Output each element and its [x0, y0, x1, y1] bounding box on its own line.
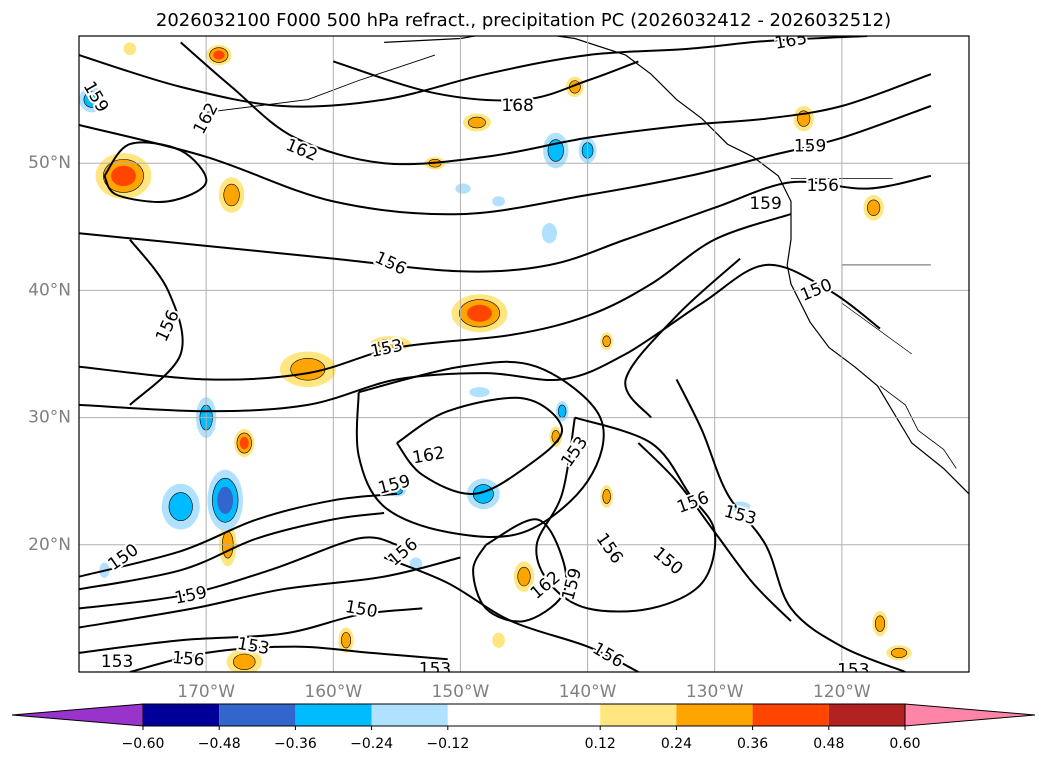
colorbar-tick-label: −0.36 — [274, 736, 317, 752]
colorbar-segment — [600, 704, 677, 726]
contour-line — [103, 141, 208, 203]
lat-tick-label: 50°N — [28, 153, 71, 173]
contour-line — [129, 238, 184, 406]
precip-positive-patch — [602, 335, 611, 348]
precip-negative-patch — [492, 196, 505, 207]
contour-line — [79, 263, 881, 413]
lon-tick-label: 160°W — [304, 682, 362, 702]
contour-line — [355, 360, 605, 538]
colorbar-tick-label: 0.36 — [737, 736, 768, 752]
colorbar-extend-min — [11, 703, 144, 727]
precip-negative-patch — [455, 183, 471, 194]
colorbar-tick-label: 0.24 — [661, 736, 692, 752]
precip-positive-patch — [867, 199, 881, 216]
precip-positive-patch — [602, 489, 611, 504]
contour-line — [79, 512, 385, 591]
contour-line — [180, 41, 932, 166]
precip-positive-patch — [213, 50, 225, 60]
precip-positive-patch — [111, 165, 136, 187]
contour-line — [129, 645, 448, 672]
colorbar-segment — [752, 704, 829, 726]
contour-line — [79, 213, 792, 381]
contour-line — [79, 492, 398, 578]
precip-positive-patch — [223, 183, 240, 207]
contour-label: 153 — [837, 661, 869, 681]
colorbar-tick-label: 0.48 — [813, 736, 844, 752]
contour-label: 159 — [794, 137, 826, 157]
contour-line — [79, 174, 932, 273]
colorbar-segment — [447, 704, 601, 726]
border-line — [841, 302, 912, 355]
precip-positive-patch — [551, 430, 560, 444]
contour-label: 159 — [749, 194, 781, 214]
precip-negative-patch — [557, 404, 567, 418]
contour-line — [79, 105, 932, 216]
lon-tick-label: 130°W — [686, 682, 744, 702]
colorbar-segment — [371, 704, 448, 726]
precip-negative-patch — [83, 91, 100, 108]
contour-label: 153 — [101, 652, 133, 672]
contour-line — [624, 257, 741, 419]
precip-positive-patch — [492, 632, 505, 648]
lon-tick-label: 150°W — [432, 682, 490, 702]
gulf-coastline — [879, 385, 957, 469]
colorbar-tick-label: −0.48 — [198, 736, 241, 752]
precip-positive-patch — [517, 566, 531, 587]
lat-tick-label: 40°N — [28, 280, 71, 300]
contour-line — [333, 60, 639, 102]
lat-tick-label: 20°N — [28, 535, 71, 555]
contour-line — [396, 396, 564, 495]
contour-line — [79, 607, 423, 654]
contour-label: 168 — [501, 96, 533, 116]
contour-line — [535, 416, 717, 613]
precip-positive-patch — [239, 436, 249, 450]
contour-line — [79, 536, 398, 610]
precip-negative-patch — [217, 486, 234, 514]
colorbar-tick-label: −0.12 — [426, 736, 469, 752]
colorbar-tick-label: 0.60 — [889, 736, 920, 752]
map-frame — [78, 35, 970, 673]
coastline — [384, 36, 969, 495]
precip-positive-patch — [890, 647, 908, 658]
precip-negative-patch — [541, 222, 558, 244]
colorbar-segment — [219, 704, 296, 726]
colorbar-segment — [828, 704, 905, 726]
precip-positive-patch — [123, 42, 137, 56]
contour-line — [79, 556, 461, 629]
lon-tick-label: 120°W — [813, 682, 871, 702]
contour-label: 156 — [171, 648, 205, 671]
colorbar-frame — [142, 703, 906, 727]
precip-positive-patch — [875, 615, 885, 632]
lon-tick-label: 170°W — [177, 682, 235, 702]
colorbar-extend-max — [904, 703, 1036, 727]
contour-label: 156 — [807, 176, 839, 196]
precip-positive-patch — [341, 632, 351, 649]
contour-label: 153 — [419, 659, 451, 679]
colorbar-tick-label: 0.12 — [585, 736, 616, 752]
colorbar-tick-label: −0.24 — [350, 736, 393, 752]
colorbar-segment — [143, 704, 220, 726]
contour-line — [675, 378, 906, 672]
lat-tick-label: 30°N — [28, 408, 71, 428]
contour-line — [79, 36, 868, 108]
contour-line — [637, 442, 792, 622]
colorbar-segment — [295, 704, 372, 726]
precip-negative-patch — [469, 387, 490, 398]
precip-negative-patch — [168, 492, 193, 522]
precip-positive-patch — [290, 358, 326, 381]
colorbar-segment — [676, 704, 753, 726]
precip-negative-patch — [409, 557, 423, 571]
precip-positive-patch — [468, 116, 486, 129]
contour-line — [472, 518, 568, 623]
lon-tick-label: 140°W — [559, 682, 617, 702]
precip-positive-patch — [233, 653, 256, 670]
precip-positive-patch — [467, 304, 492, 322]
chart-title: 2026032100 F000 500 hPa refract., precip… — [155, 10, 892, 31]
colorbar-tick-label: −0.60 — [122, 736, 165, 752]
